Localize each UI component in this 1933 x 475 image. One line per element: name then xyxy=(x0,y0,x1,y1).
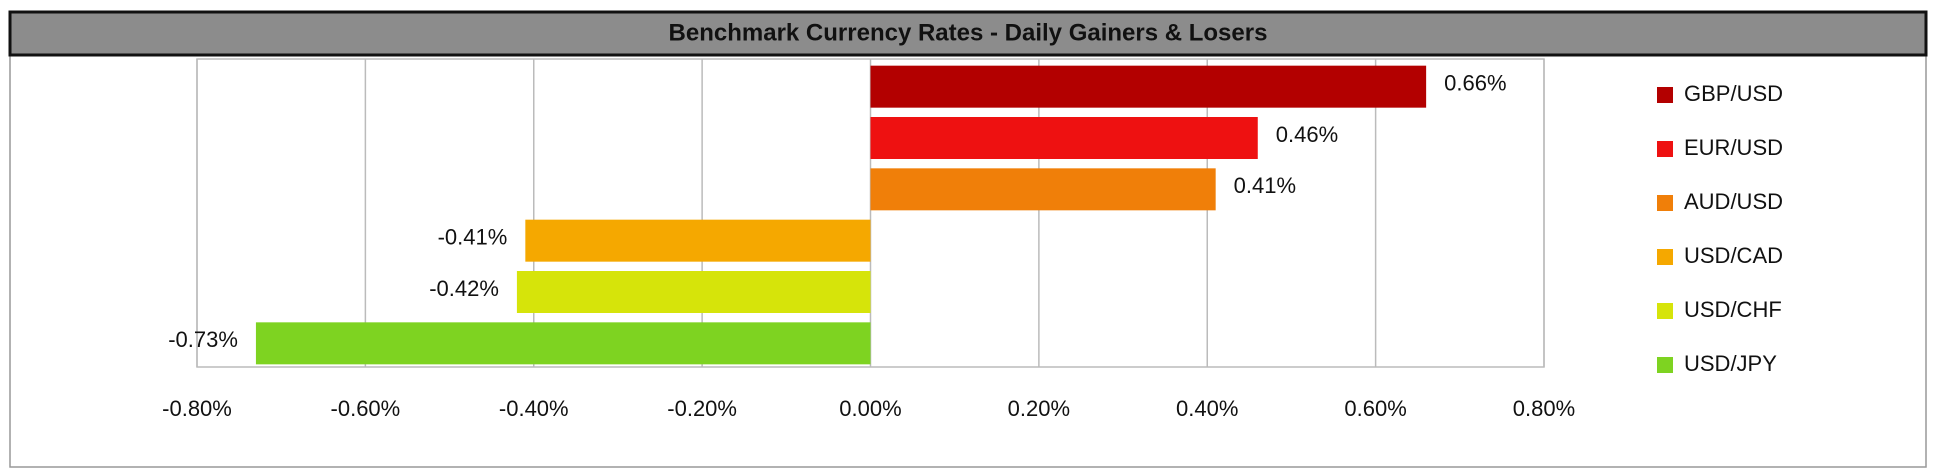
legend-swatch xyxy=(1657,249,1673,265)
legend-label: EUR/USD xyxy=(1684,135,1783,160)
legend-label: USD/CAD xyxy=(1684,243,1783,268)
legend-swatch xyxy=(1657,303,1673,319)
chart-title: Benchmark Currency Rates - Daily Gainers… xyxy=(669,19,1268,46)
x-tick-label: 0.60% xyxy=(1344,396,1406,421)
value-label: -0.42% xyxy=(429,276,499,301)
x-tick-label: 0.80% xyxy=(1513,396,1575,421)
value-label: 0.66% xyxy=(1444,70,1506,95)
bar xyxy=(516,271,871,313)
x-tick-label: -0.40% xyxy=(499,396,569,421)
legend-swatch xyxy=(1657,195,1673,211)
legend-label: GBP/USD xyxy=(1684,81,1783,106)
title-bar xyxy=(8,10,1928,57)
plot-border xyxy=(196,58,1545,368)
legend-label: AUD/USD xyxy=(1684,189,1783,214)
value-label: 0.46% xyxy=(1276,122,1338,147)
x-tick-label: -0.60% xyxy=(331,396,401,421)
legend-swatch xyxy=(1657,357,1673,373)
legend-label: USD/CHF xyxy=(1684,297,1782,322)
value-label: -0.73% xyxy=(168,327,238,352)
value-label: -0.41% xyxy=(438,224,508,249)
legend-label: USD/JPY xyxy=(1684,351,1777,376)
x-tick-label: 0.40% xyxy=(1176,396,1238,421)
bar xyxy=(525,219,871,262)
bar xyxy=(255,322,871,365)
legend-swatch xyxy=(1657,141,1673,157)
bar xyxy=(870,117,1258,159)
x-tick-label: -0.80% xyxy=(162,396,232,421)
bar xyxy=(870,168,1216,211)
x-tick-label: 0.20% xyxy=(1008,396,1070,421)
legend-swatch xyxy=(1657,87,1673,103)
bar xyxy=(870,65,1427,108)
value-label: 0.41% xyxy=(1234,173,1296,198)
x-tick-label: -0.20% xyxy=(667,396,737,421)
x-tick-label: 0.00% xyxy=(839,396,901,421)
